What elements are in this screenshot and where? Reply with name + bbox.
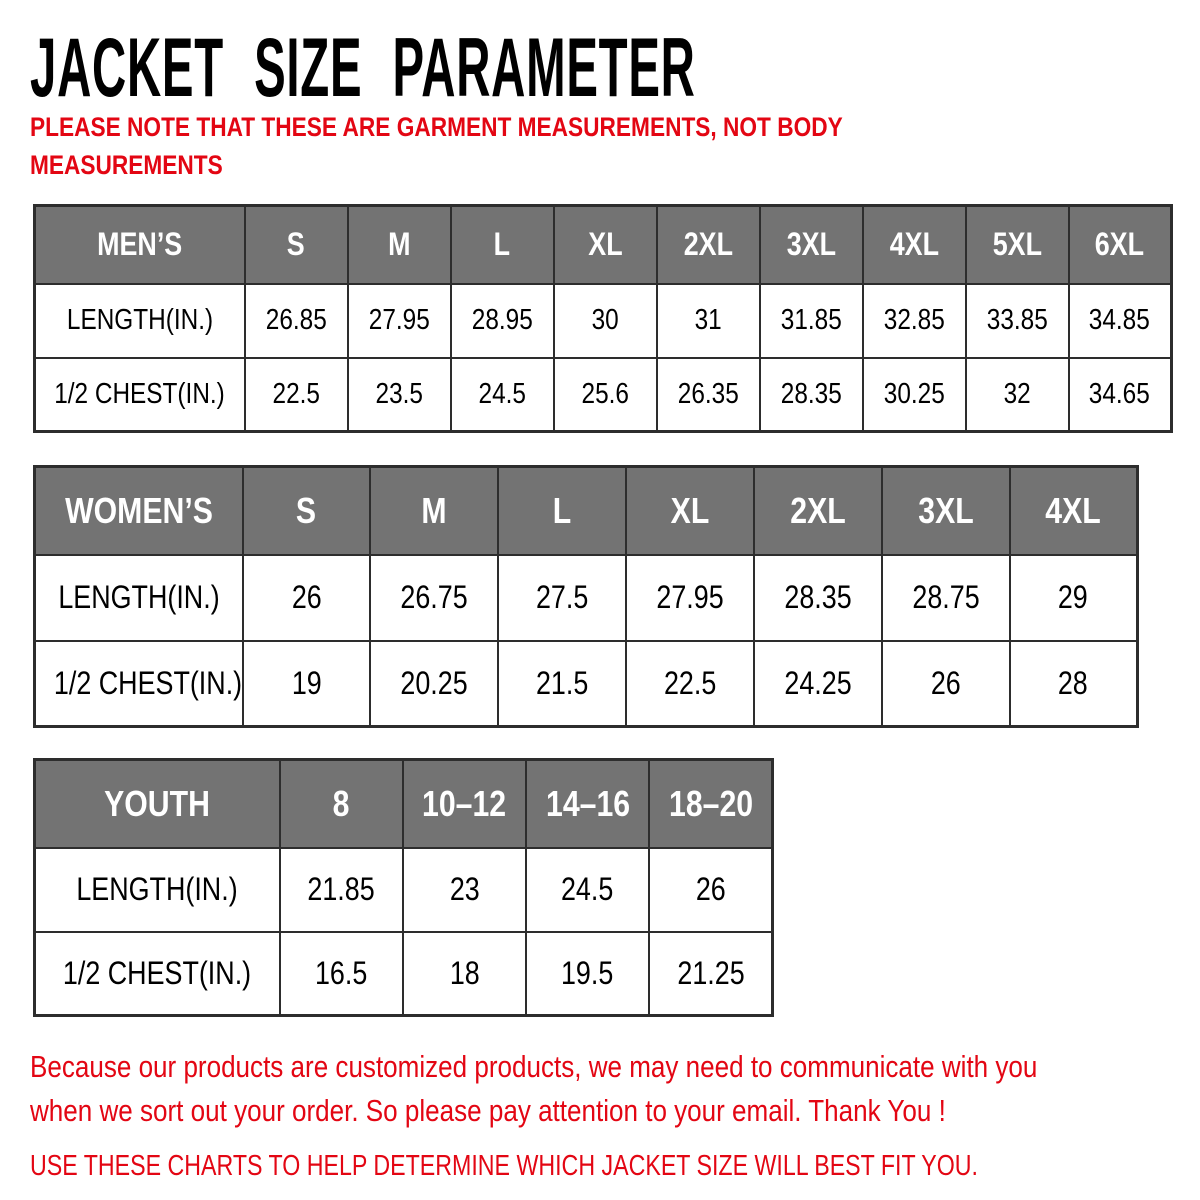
mens-header-row: MEN’S S M L XL 2XL 3XL 4XL 5XL 6XL <box>33 204 1173 285</box>
womens-size-header-cell: XL <box>625 465 755 556</box>
mens-size-header-cell: L <box>449 204 555 285</box>
mens-value-cell: 30.25 <box>861 356 967 433</box>
womens-table-title-cell: WOMEN’S <box>33 465 244 556</box>
womens-size-table: WOMEN’S S M L XL 2XL 3XL 4XL LENGTH(IN.) 26 26.75 2… <box>33 465 1139 728</box>
youth-table-title-cell: YOUTH <box>33 758 281 849</box>
youth-header-row: YOUTH 8 10–12 14–16 18–20 <box>33 758 774 849</box>
youth-value-cell: 26 <box>648 846 774 933</box>
youth-measurement-row: 1/2 CHEST(IN.) 16.5 18 19.5 21.25 <box>33 930 774 1017</box>
mens-measurement-row: 1/2 CHEST(IN.) 22.5 23.5 24.5 25.6 26.35 28.35… <box>33 356 1173 433</box>
mens-size-header-cell: 4XL <box>861 204 967 285</box>
mens-value-cell: 26.85 <box>243 282 349 359</box>
youth-value-cell: 23 <box>401 846 528 933</box>
mens-size-header-cell: 5XL <box>964 204 1070 285</box>
womens-value-cell: 27.5 <box>497 553 628 642</box>
mens-size-header-cell: XL <box>552 204 658 285</box>
youth-size-header-cell: 10–12 <box>401 758 528 849</box>
womens-size-header-cell: 2XL <box>752 465 883 556</box>
mens-value-cell: 26.35 <box>655 356 761 433</box>
womens-value-cell: 26 <box>880 639 1011 728</box>
mens-size-table: MEN’S S M L XL 2XL 3XL 4XL 5XL 6XL LENGTH(IN.) 26.8… <box>33 204 1173 433</box>
page-title: JACKET SIZE PARAMETER <box>30 20 696 115</box>
womens-value-cell: 27.95 <box>625 553 755 642</box>
youth-value-cell: 21.25 <box>648 930 774 1017</box>
youth-value-cell: 24.5 <box>524 846 651 933</box>
mens-value-cell: 22.5 <box>243 356 349 433</box>
youth-row-label-cell: LENGTH(IN.) <box>33 846 281 933</box>
custom-order-note-line-1: Because our products are customized prod… <box>30 1049 1038 1084</box>
mens-value-cell: 34.65 <box>1067 356 1173 433</box>
mens-value-cell: 31 <box>655 282 761 359</box>
womens-row-label-cell: LENGTH(IN.) <box>33 553 244 642</box>
mens-row-label-cell: 1/2 CHEST(IN.) <box>33 356 246 433</box>
note-line-2: MEASUREMENTS <box>30 150 223 180</box>
youth-value-cell: 18 <box>401 930 528 1017</box>
womens-value-cell: 29 <box>1008 553 1139 642</box>
mens-value-cell: 32.85 <box>861 282 967 359</box>
mens-size-header-cell: 3XL <box>758 204 864 285</box>
womens-value-cell: 24.25 <box>752 639 883 728</box>
youth-row-label-cell: 1/2 CHEST(IN.) <box>33 930 281 1017</box>
youth-size-table: YOUTH 8 10–12 14–16 18–20 LENGTH(IN.) 21.85 23 2… <box>33 758 774 1017</box>
youth-size-header-cell: 14–16 <box>524 758 651 849</box>
mens-measurement-row: LENGTH(IN.) 26.85 27.95 28.95 30 31 31.85 32.85… <box>33 282 1173 359</box>
chart-usage-note: USE THESE CHARTS TO HELP DETERMINE WHICH… <box>30 1150 978 1182</box>
womens-value-cell: 21.5 <box>497 639 628 728</box>
custom-order-note: Because our products are customized prod… <box>30 1045 1200 1133</box>
womens-measurement-row: 1/2 CHEST(IN.) 19 20.25 21.5 22.5 24.25 26 28 <box>33 639 1139 728</box>
womens-value-cell: 26.75 <box>369 553 500 642</box>
womens-value-cell: 20.25 <box>369 639 500 728</box>
womens-size-header-cell: 3XL <box>880 465 1011 556</box>
mens-value-cell: 31.85 <box>758 282 864 359</box>
youth-value-cell: 19.5 <box>524 930 651 1017</box>
mens-value-cell: 27.95 <box>346 282 452 359</box>
mens-value-cell: 28.95 <box>449 282 555 359</box>
womens-value-cell: 28.75 <box>880 553 1011 642</box>
mens-row-label-cell: LENGTH(IN.) <box>33 282 246 359</box>
womens-header-row: WOMEN’S S M L XL 2XL 3XL 4XL <box>33 465 1139 556</box>
youth-measurement-row: LENGTH(IN.) 21.85 23 24.5 26 <box>33 846 774 933</box>
womens-size-header-cell: 4XL <box>1008 465 1139 556</box>
mens-value-cell: 28.35 <box>758 356 864 433</box>
mens-size-header-cell: 6XL <box>1067 204 1173 285</box>
womens-value-cell: 19 <box>241 639 372 728</box>
youth-value-cell: 21.85 <box>278 846 404 933</box>
womens-size-header-cell: S <box>241 465 372 556</box>
mens-value-cell: 33.85 <box>964 282 1070 359</box>
womens-value-cell: 28 <box>1008 639 1139 728</box>
mens-size-header-cell: S <box>243 204 349 285</box>
mens-value-cell: 32 <box>964 356 1070 433</box>
mens-value-cell: 34.85 <box>1067 282 1173 359</box>
womens-row-label-cell: 1/2 CHEST(IN.) <box>33 639 244 728</box>
mens-table-title-cell: MEN’S <box>33 204 246 285</box>
womens-measurement-row: LENGTH(IN.) 26 26.75 27.5 27.95 28.35 28.75 29 <box>33 553 1139 642</box>
womens-value-cell: 28.35 <box>752 553 883 642</box>
note-line-1: PLEASE NOTE THAT THESE ARE GARMENT MEASU… <box>30 112 843 142</box>
youth-size-header-cell: 18–20 <box>648 758 774 849</box>
custom-order-note-line-2: when we sort out your order. So please p… <box>30 1093 946 1128</box>
womens-size-header-cell: M <box>369 465 500 556</box>
mens-value-cell: 30 <box>552 282 658 359</box>
mens-value-cell: 25.6 <box>552 356 658 433</box>
garment-measurement-note: PLEASE NOTE THAT THESE ARE GARMENT MEASU… <box>30 108 1200 184</box>
womens-value-cell: 22.5 <box>625 639 755 728</box>
mens-size-header-cell: M <box>346 204 452 285</box>
womens-size-header-cell: L <box>497 465 628 556</box>
youth-size-header-cell: 8 <box>278 758 404 849</box>
mens-value-cell: 23.5 <box>346 356 452 433</box>
mens-size-header-cell: 2XL <box>655 204 761 285</box>
youth-value-cell: 16.5 <box>278 930 404 1017</box>
womens-value-cell: 26 <box>241 553 372 642</box>
mens-value-cell: 24.5 <box>449 356 555 433</box>
